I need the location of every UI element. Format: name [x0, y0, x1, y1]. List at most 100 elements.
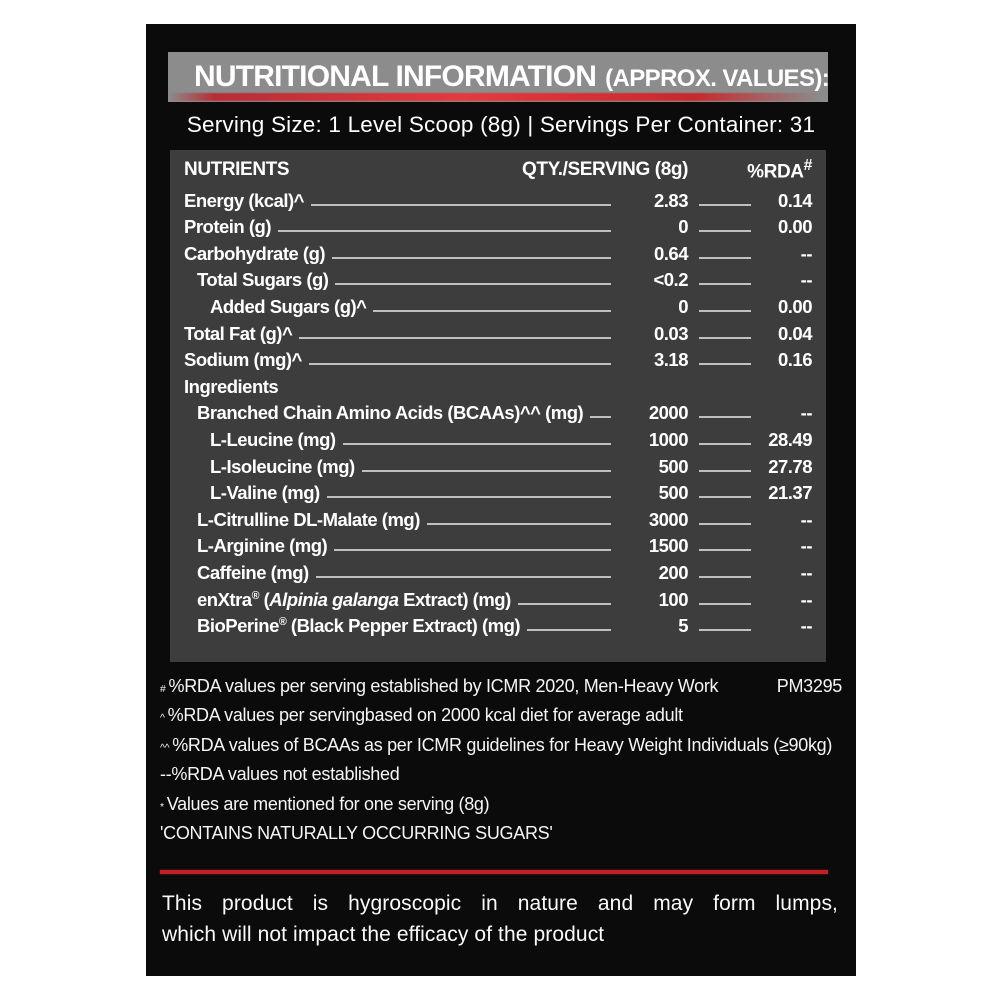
leader-line: [699, 496, 751, 499]
footnote-line: # %RDA values per serving established by …: [160, 672, 842, 701]
rda-value: 0.16: [777, 349, 813, 371]
leader-line: [315, 575, 611, 578]
leader-line: [699, 469, 751, 472]
table-row: L-Isoleucine (mg) 500 27.78: [184, 453, 813, 480]
qty-value: 1000: [648, 428, 689, 450]
leader-line: [517, 602, 611, 605]
qty-value: 100: [658, 588, 689, 610]
table-row: Sodium (mg)^ 3.18 0.16: [184, 347, 813, 374]
leader-line: [527, 629, 611, 632]
footnote-text: 'CONTAINS NATURALLY OCCURRING SUGARS': [160, 823, 553, 844]
rda-value: 0.14: [777, 189, 813, 211]
page-title-approx: (APPROX. VALUES):: [605, 64, 830, 92]
table-row: L-Citrulline DL-Malate (mg) 3000 --: [184, 506, 813, 533]
leader-line: [699, 442, 751, 445]
leader-line: [361, 469, 611, 472]
column-header-rda: %RDA#: [747, 156, 812, 183]
nutrient-label: Total Sugars (g): [197, 269, 329, 291]
table-row: Total Fat (g)^ 0.03 0.04: [184, 320, 813, 347]
leader-line: [590, 416, 611, 419]
leader-line: [699, 309, 751, 312]
footnotes-block: # %RDA values per serving established by …: [160, 672, 842, 848]
rda-value: --: [800, 615, 813, 637]
qty-value: 3.18: [653, 349, 689, 371]
nutrient-label: Caffeine (mg): [197, 561, 309, 583]
rda-value: --: [800, 402, 813, 424]
red-divider-line: [160, 870, 828, 874]
qty-value: 0.03: [653, 322, 689, 344]
qty-value: 1500: [648, 535, 689, 557]
leader-line: [699, 256, 751, 259]
rda-value: --: [800, 508, 813, 530]
rda-value: 28.49: [768, 428, 812, 450]
leader-line: [334, 549, 611, 552]
footnote-text: %RDA values per serving established by I…: [168, 676, 719, 696]
nutrient-label: L-Leucine (mg): [210, 428, 336, 450]
serving-size-line: Serving Size: 1 Level Scoop (8g) | Servi…: [186, 112, 816, 137]
qty-value: 0: [678, 216, 688, 238]
hygroscopic-warning: This product is hygroscopic in nature an…: [162, 888, 838, 950]
column-header-nutrients: NUTRIENTS: [184, 159, 290, 180]
hygroscopic-warning-line1: This product is hygroscopic in nature an…: [162, 892, 838, 915]
column-header-qty-serving: QTY./SERVING (8g): [522, 159, 688, 180]
table-row: BioPerine® (Black Pepper Extract) (mg) 5 -…: [184, 613, 813, 640]
nutrient-label: L-Arginine (mg): [197, 535, 328, 557]
nutrition-label-panel: NUTRITIONAL INFORMATION (APPROX. VALUES)…: [146, 24, 856, 976]
qty-value: 5: [678, 615, 688, 637]
leader-line: [335, 283, 611, 286]
rda-value: --: [800, 535, 813, 557]
leader-line: [699, 602, 751, 605]
rda-value: --: [800, 269, 813, 291]
leader-line: [326, 496, 611, 499]
nutrient-label: L-Isoleucine (mg): [210, 455, 355, 477]
nutrients-table: NUTRIENTS QTY./SERVING (8g) %RDA# Energy…: [170, 150, 826, 662]
footnote-line: ^ %RDA values per servingbased on 2000 kc…: [160, 701, 842, 730]
footnote-text: %RDA values of BCAAs as per ICMR guideli…: [172, 734, 833, 755]
footnote-text: %RDA values per servingbased on 2000 kca…: [167, 705, 683, 726]
table-row: Total Sugars (g) <0.2 --: [184, 267, 813, 294]
rda-value: 21.37: [768, 482, 812, 504]
nutrient-label: L-Valine (mg): [210, 482, 320, 504]
leader-line: [699, 629, 751, 632]
leader-line: [699, 522, 751, 525]
leader-line: [278, 230, 611, 233]
leader-line: [426, 522, 611, 525]
nutrient-label: Energy (kcal)^: [184, 189, 305, 211]
nutrient-label: BioPerine® (Black Pepper Extract) (mg): [197, 615, 521, 637]
rda-value: 27.78: [768, 455, 812, 477]
qty-value: 200: [658, 561, 689, 583]
qty-value: 500: [658, 455, 689, 477]
leader-line: [699, 416, 751, 419]
footnote-text: --%RDA values not established: [160, 764, 400, 785]
nutrient-label: L-Citrulline DL-Malate (mg): [197, 508, 420, 530]
leader-line: [332, 256, 611, 259]
nutrient-label: Total Fat (g)^: [184, 322, 293, 344]
footnote-line: ^^ %RDA values of BCAAs as per ICMR guide…: [160, 731, 842, 760]
rda-value: --: [800, 561, 813, 583]
qty-value: 500: [658, 482, 689, 504]
page-title: NUTRITIONAL INFORMATION: [194, 60, 597, 93]
table-row: Protein (g) 0 0.00: [184, 214, 813, 241]
leader-line: [699, 549, 751, 552]
leader-line: [699, 575, 751, 578]
qty-value: 0: [678, 295, 688, 317]
nutrient-label: Carbohydrate (g): [184, 242, 326, 264]
leader-line: [699, 203, 751, 206]
table-row: Caffeine (mg) 200 --: [184, 559, 813, 586]
title-red-accent-line: [168, 93, 828, 101]
footnote-line: --%RDA values not established: [160, 760, 842, 789]
nutrient-label: Sodium (mg)^: [184, 349, 302, 371]
leader-line: [699, 230, 751, 233]
qty-value: 0.64: [653, 242, 689, 264]
footnote-text: Values are mentioned for one serving (8g…: [166, 793, 490, 814]
rda-value: 0.04: [777, 322, 813, 344]
table-section-row: Ingredients: [184, 373, 812, 400]
table-body: Energy (kcal)^ 2.83 0.14 Protein (g) 0 0.00 Ca…: [184, 187, 813, 640]
qty-value: 3000: [648, 508, 689, 530]
leader-line: [299, 336, 611, 339]
table-row: L-Leucine (mg) 1000 28.49: [184, 426, 813, 453]
qty-value: 2.83: [653, 189, 689, 211]
table-row: Added Sugars (g)^ 0 0.00: [184, 293, 813, 320]
table-row: enXtra® (Alpinia galanga Extract) (mg) 10…: [184, 586, 813, 613]
qty-value: <0.2: [653, 269, 688, 291]
